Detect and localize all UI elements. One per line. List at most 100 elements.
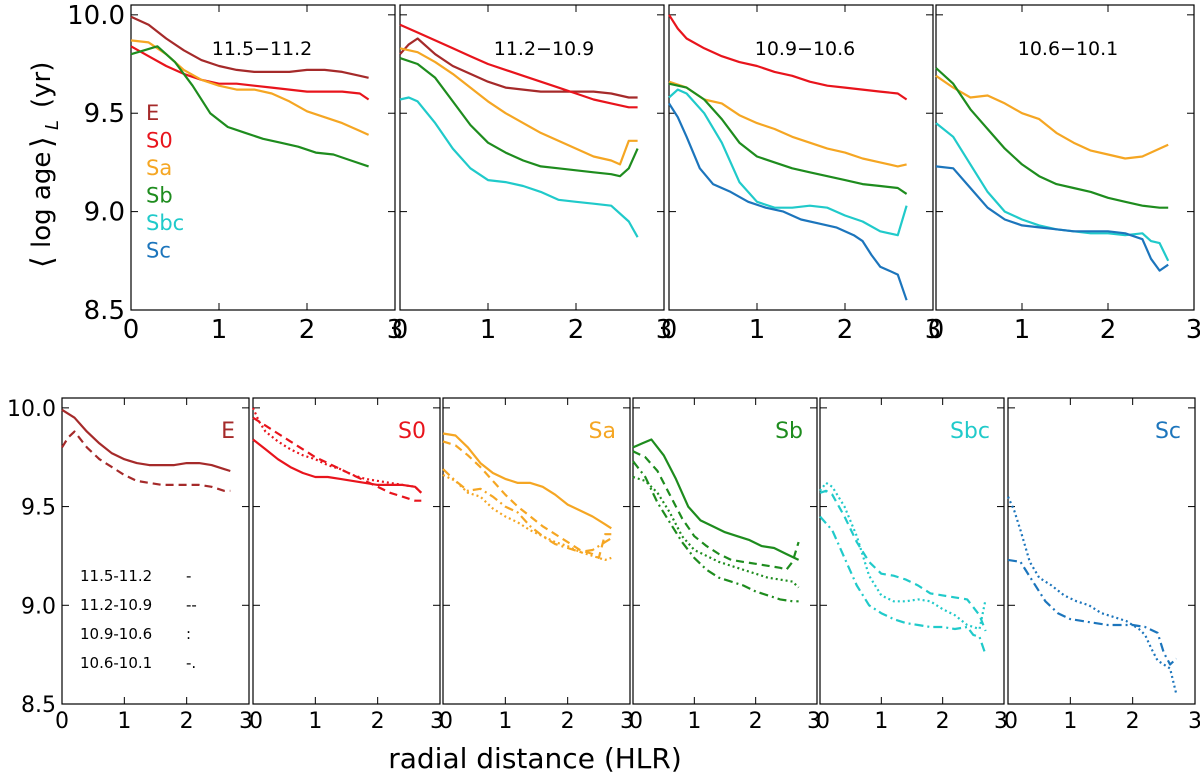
y-axis-label-bracket-right: ⟩ — [25, 136, 60, 148]
series-line-10-6-10-1 — [819, 515, 987, 655]
x-tick-label: 2 — [568, 315, 585, 345]
panel-frame — [668, 4, 934, 311]
series-line-10-9-10-6 — [632, 475, 800, 589]
y-axis-label-unit: (yr) — [27, 62, 57, 108]
series-line-10-6-10-1 — [442, 468, 612, 554]
linestyle-legend-range: 10.6-10.1 — [80, 654, 152, 672]
x-tick-label: 3 — [1186, 315, 1200, 345]
x-tick-label: 3 — [807, 709, 821, 734]
x-tick-label: 3 — [387, 315, 404, 345]
linestyle-legend-symbol: : — [186, 625, 191, 643]
panel-title: Sa — [589, 419, 616, 444]
series-line-10-6-10-1 — [632, 460, 799, 603]
x-tick-label: 0 — [661, 315, 678, 345]
x-tick-label: 0 — [816, 709, 830, 734]
panel-top-3: 0 1 2 3 10.9−10.6 — [661, 4, 942, 345]
x-tick-label: 0 — [1004, 709, 1018, 734]
panel-title: 10.6−10.1 — [1018, 38, 1119, 60]
x-tick-label: 2 — [837, 315, 854, 345]
x-tick-label: 0 — [392, 315, 409, 345]
x-tick-label: 2 — [749, 709, 763, 734]
series-line-10-9-10-6 — [442, 474, 612, 562]
series-line-sbc — [668, 88, 908, 237]
series-line-sc — [935, 165, 1169, 272]
x-tick-label: 3 — [656, 315, 673, 345]
x-tick-label: 3 — [620, 709, 634, 734]
x-tick-label: 0 — [928, 315, 945, 345]
x-tick-label: 1 — [308, 709, 322, 734]
series-line-11-5-11-2 — [252, 438, 423, 494]
x-tick-label: 2 — [299, 315, 316, 345]
series-line-10-9-10-6 — [1006, 496, 1178, 695]
series-line-11-5-11-2 — [632, 438, 800, 561]
linestyle-legend-range: 11.2-10.9 — [80, 596, 152, 614]
legend-entry-sa: Sa — [146, 156, 172, 180]
x-tick-label: 1 — [480, 315, 497, 345]
panel-frame — [1007, 397, 1196, 705]
linestyle-legend-symbol: - — [186, 567, 191, 585]
series-line-sa — [399, 47, 638, 166]
x-tick-label: 2 — [371, 709, 385, 734]
legend-entry-s0: S0 — [146, 129, 173, 153]
x-tick-label: 2 — [561, 709, 575, 734]
series-line-11-5-11-2 — [442, 432, 612, 530]
linestyle-legend-symbol: -- — [186, 596, 197, 614]
legend-entry-sb: Sb — [146, 184, 173, 208]
panel-title: Sbc — [950, 419, 990, 444]
x-tick-label: 2 — [936, 709, 950, 734]
y-tick-label: 10.0 — [7, 397, 56, 422]
x-tick-label: 3 — [430, 709, 444, 734]
x-tick-label: 1 — [1063, 709, 1077, 734]
y-axis-label-bracket-left: ⟨ — [25, 256, 60, 268]
panel-title: E — [221, 419, 235, 444]
x-tick-label: 3 — [239, 709, 253, 734]
y-tick-label: 9.0 — [21, 594, 56, 619]
series-line-11-2-10-9 — [632, 450, 800, 571]
x-axis-label: radial distance (HLR) — [388, 742, 682, 774]
series-line-10-6-10-1 — [1007, 558, 1178, 666]
series-line-10-9-10-6 — [251, 407, 423, 494]
series-line-11-2-10-9 — [61, 430, 231, 492]
series-line-s0 — [668, 14, 908, 101]
panel-bottom-6: 0 1 2 3 Sc — [1004, 397, 1200, 734]
x-tick-label: 1 — [687, 709, 701, 734]
panel-title: 10.9−10.6 — [755, 38, 856, 60]
panel-bottom-5: 0 1 2 3 Sbc — [816, 397, 1008, 734]
panel-title: 11.5−11.2 — [212, 38, 313, 60]
linestyle-legend-range: 10.9-10.6 — [80, 625, 152, 643]
series-line-11-5-11-2 — [61, 408, 231, 473]
panel-top-1: 0 1 2 3 8.5 9.0 9.5 10.0 11.5−11.2 E S0 Sa Sb Sbc Sc — [67, 1, 403, 345]
x-tick-label: 1 — [874, 709, 888, 734]
panel-top-2: 0 1 2 3 11.2−10.9 — [392, 4, 673, 345]
series-line-s0 — [130, 45, 370, 101]
panel-title: S0 — [398, 419, 426, 444]
panels-layer: 0 1 2 3 8.5 9.0 9.5 10.0 11.5−11.2 E S0 Sa Sb Sbc Sc 0 1… — [7, 1, 1200, 734]
x-tick-label: 2 — [1126, 709, 1140, 734]
y-axis-label: ⟨ log age ⟩ L (yr) — [25, 62, 63, 268]
x-tick-label: 3 — [925, 315, 942, 345]
panel-frame — [935, 4, 1195, 311]
series-line-sb — [668, 82, 908, 195]
x-tick-label: 0 — [55, 709, 69, 734]
panel-top-4: 0 1 2 3 10.6−10.1 — [928, 4, 1200, 345]
x-tick-label: 3 — [1188, 709, 1200, 734]
panel-title: Sb — [775, 419, 803, 444]
y-tick-label: 9.5 — [84, 99, 125, 129]
x-tick-label: 0 — [439, 709, 453, 734]
series-line-11-2-10-9 — [442, 440, 612, 560]
x-tick-label: 0 — [249, 709, 263, 734]
panel-frame — [61, 397, 250, 705]
series-line-sa — [668, 80, 907, 168]
series-line-sb — [130, 45, 369, 168]
panel-bottom-1: 0 1 2 3 8.5 9.0 9.5 10.0 E 11.5-11.2 - 11.2-10.9 -- 1… — [7, 397, 253, 734]
y-axis-label-text: log age — [27, 152, 57, 248]
panel-bottom-2: 0 1 2 3 S0 — [249, 397, 444, 734]
panel-frame — [130, 4, 396, 311]
y-tick-label: 9.0 — [84, 198, 125, 228]
panel-frame — [399, 4, 665, 311]
x-tick-label: 3 — [994, 709, 1008, 734]
y-tick-label: 9.5 — [21, 496, 56, 521]
x-tick-label: 2 — [180, 709, 194, 734]
panel-frame — [632, 397, 818, 705]
